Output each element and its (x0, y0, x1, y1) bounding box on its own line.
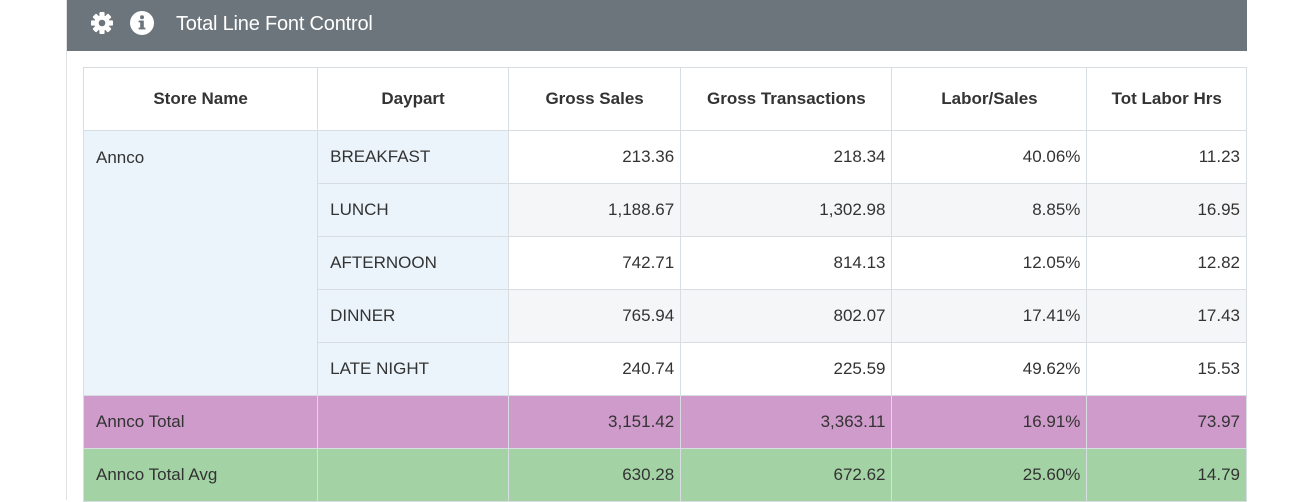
labor-sales-cell: 8.85% (891, 183, 1088, 237)
daypart-cell: DINNER (317, 289, 509, 343)
gross-sales-cell: 765.94 (507, 289, 682, 343)
total-gross-sales-cell: 3,151.42 (507, 395, 682, 449)
gross-transactions-cell: 814.13 (680, 236, 893, 290)
total-avg-label-cell: Annco Total Avg (82, 448, 319, 502)
tot-labor-hrs-cell: 17.43 (1086, 289, 1247, 343)
total-daypart-cell (317, 395, 509, 449)
table-row: DINNER 765.94 802.07 17.41% 17.43 (84, 289, 1247, 343)
daypart-cell: LATE NIGHT (317, 342, 509, 396)
total-avg-daypart-cell (317, 448, 509, 502)
labor-sales-cell: 17.41% (891, 289, 1088, 343)
column-header-daypart[interactable]: Daypart (317, 67, 509, 131)
table-row: AFTERNOON 742.71 814.13 12.05% 12.82 (84, 236, 1247, 290)
column-header-store-name[interactable]: Store Name (82, 67, 319, 131)
gross-transactions-cell: 225.59 (680, 342, 893, 396)
total-tot-labor-hrs-cell: 73.97 (1086, 395, 1247, 449)
gross-transactions-cell: 218.34 (680, 130, 893, 184)
panel-title: Total Line Font Control (176, 13, 373, 35)
table-row: LUNCH 1,188.67 1,302.98 8.85% 16.95 (84, 183, 1247, 237)
report-table-container: Store Name Daypart Gross Sales Gross Tra… (82, 67, 1247, 502)
gross-sales-cell: 240.74 (507, 342, 682, 396)
total-avg-gross-sales-cell: 630.28 (507, 448, 682, 502)
daypart-cell: AFTERNOON (317, 236, 509, 290)
total-labor-sales-cell: 16.91% (891, 395, 1088, 449)
total-avg-row: Annco Total Avg 630.28 672.62 25.60% 14.… (82, 448, 1247, 502)
daypart-cell: LUNCH (317, 183, 509, 237)
labor-sales-cell: 40.06% (891, 130, 1088, 184)
column-header-gross-transactions[interactable]: Gross Transactions (680, 67, 893, 131)
tot-labor-hrs-cell: 16.95 (1086, 183, 1247, 237)
panel-header: Total Line Font Control (67, 0, 1247, 51)
total-row: Annco Total 3,151.42 3,363.11 16.91% 73.… (82, 395, 1247, 449)
store-name-cell: Annco (82, 130, 319, 396)
info-icon[interactable] (129, 10, 155, 36)
gross-sales-cell: 1,188.67 (507, 183, 682, 237)
table-row: Annco BREAKFAST 213.36 218.34 40.06% 11.… (82, 130, 1247, 396)
total-avg-labor-sales-cell: 25.60% (891, 448, 1088, 502)
daypart-cell: BREAKFAST (317, 130, 509, 184)
labor-sales-cell: 12.05% (891, 236, 1088, 290)
table-header-row: Store Name Daypart Gross Sales Gross Tra… (82, 67, 1247, 131)
column-header-tot-labor-hrs[interactable]: Tot Labor Hrs (1086, 67, 1247, 131)
total-avg-gross-transactions-cell: 672.62 (680, 448, 893, 502)
table-row: LATE NIGHT 240.74 225.59 49.62% 15.53 (84, 342, 1247, 396)
gross-transactions-cell: 802.07 (680, 289, 893, 343)
tot-labor-hrs-cell: 12.82 (1086, 236, 1247, 290)
report-table: Store Name Daypart Gross Sales Gross Tra… (82, 67, 1247, 502)
labor-sales-cell: 49.62% (891, 342, 1088, 396)
tot-labor-hrs-cell: 15.53 (1086, 342, 1247, 396)
gross-sales-cell: 213.36 (507, 130, 682, 184)
gross-transactions-cell: 1,302.98 (680, 183, 893, 237)
column-header-labor-sales[interactable]: Labor/Sales (891, 67, 1088, 131)
report-panel: Total Line Font Control Store Name Daypa… (66, 0, 1247, 502)
total-label-cell: Annco Total (82, 395, 319, 449)
total-gross-transactions-cell: 3,363.11 (680, 395, 893, 449)
gross-sales-cell: 742.71 (507, 236, 682, 290)
total-avg-tot-labor-hrs-cell: 14.79 (1086, 448, 1247, 502)
column-header-gross-sales[interactable]: Gross Sales (507, 67, 682, 131)
tot-labor-hrs-cell: 11.23 (1086, 130, 1247, 184)
gear-icon[interactable] (89, 10, 115, 36)
